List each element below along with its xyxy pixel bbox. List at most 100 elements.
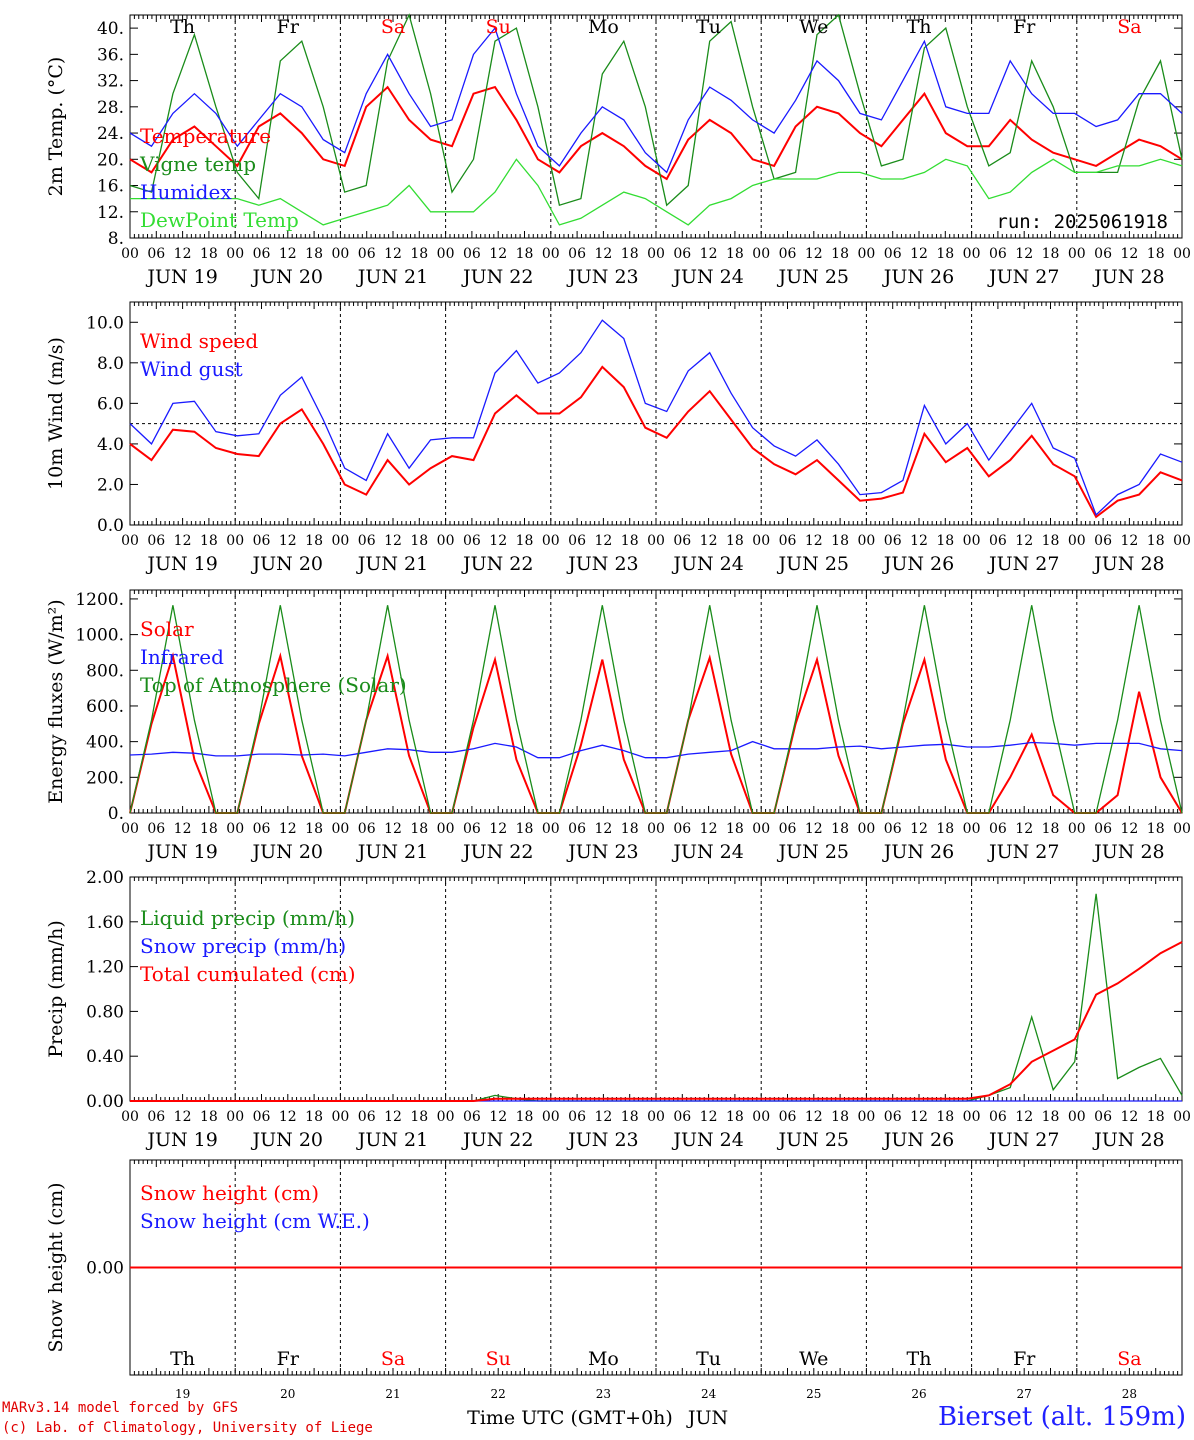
y-tick-label: 20. xyxy=(97,150,124,170)
hour-tick-label: 00 xyxy=(121,533,139,549)
hour-tick-label: 12 xyxy=(1120,1109,1138,1125)
hour-tick-label: 00 xyxy=(857,246,875,262)
weekday-label: Th xyxy=(907,16,932,38)
hour-tick-label: 18 xyxy=(726,533,744,549)
day-number-label: 28 xyxy=(1122,1387,1137,1401)
y-tick-label: 10.0 xyxy=(86,313,124,333)
date-label: JUN 22 xyxy=(461,553,533,575)
hour-tick-label: 00 xyxy=(963,821,981,837)
credit-line-1: MARv3.14 model forced by GFS xyxy=(2,1400,239,1416)
hour-tick-label: 12 xyxy=(1120,821,1138,837)
hour-tick-label: 18 xyxy=(200,821,218,837)
hour-tick-label: 00 xyxy=(857,1109,875,1125)
y-tick-label: 600. xyxy=(86,697,124,717)
hour-tick-label: 18 xyxy=(200,533,218,549)
hour-tick-label: 06 xyxy=(253,821,271,837)
date-label: JUN 25 xyxy=(777,1129,849,1151)
date-label: JUN 26 xyxy=(882,841,954,863)
hour-tick-label: 06 xyxy=(147,533,165,549)
hour-tick-label: 18 xyxy=(621,821,639,837)
hour-tick-label: 12 xyxy=(174,821,192,837)
hour-tick-label: 12 xyxy=(594,1109,612,1125)
legend-entry: Temperature xyxy=(140,124,271,148)
hour-tick-label: 18 xyxy=(831,1109,849,1125)
date-label: JUN 20 xyxy=(251,266,323,288)
hour-tick-label: 12 xyxy=(594,821,612,837)
series-line-top-of-atmosphere-solar- xyxy=(129,605,1183,814)
hour-tick-label: 00 xyxy=(542,246,560,262)
weekday-label: Tu xyxy=(696,16,721,38)
hour-tick-label: 00 xyxy=(226,821,244,837)
weekday-label: Fr xyxy=(277,1348,300,1370)
date-label: JUN 27 xyxy=(987,266,1059,288)
hour-tick-label: 18 xyxy=(1147,246,1165,262)
legend-entry: Liquid precip (mm/h) xyxy=(140,906,355,930)
hour-tick-label: 06 xyxy=(1094,246,1112,262)
date-label: JUN 28 xyxy=(1092,553,1164,575)
legend-entry: Solar xyxy=(140,617,194,641)
legend-entry: Top of Atmosphere (Solar) xyxy=(140,673,407,697)
hour-tick-label: 12 xyxy=(489,533,507,549)
hour-tick-label: 00 xyxy=(121,821,139,837)
panel-temp xyxy=(129,13,1183,239)
date-label: JUN 24 xyxy=(671,1129,743,1151)
hour-tick-label: 18 xyxy=(410,246,428,262)
hour-tick-label: 12 xyxy=(174,533,192,549)
hour-tick-label: 12 xyxy=(384,1109,402,1125)
hour-tick-label: 00 xyxy=(542,1109,560,1125)
hour-tick-label: 06 xyxy=(568,246,586,262)
y-tick-label: 8. xyxy=(108,229,124,249)
date-label: JUN 23 xyxy=(566,553,638,575)
hour-tick-label: 06 xyxy=(253,533,271,549)
y-tick-label: 2.00 xyxy=(86,868,124,888)
hour-tick-label: 12 xyxy=(1120,246,1138,262)
y-tick-label: 32. xyxy=(97,72,124,92)
hour-tick-label: 18 xyxy=(305,821,323,837)
hour-tick-label: 00 xyxy=(1173,533,1191,549)
hour-tick-label: 00 xyxy=(1068,1109,1086,1125)
date-label: JUN 19 xyxy=(145,841,217,863)
hour-tick-label: 18 xyxy=(305,246,323,262)
hour-tick-label: 12 xyxy=(384,533,402,549)
hour-tick-label: 06 xyxy=(1094,821,1112,837)
series-line-vigne-temp xyxy=(129,13,1183,207)
date-label: JUN 22 xyxy=(461,1129,533,1151)
hour-tick-label: 18 xyxy=(726,246,744,262)
hour-tick-label: 12 xyxy=(279,1109,297,1125)
hour-tick-label: 00 xyxy=(752,533,770,549)
y-tick-label: 0.00 xyxy=(86,1092,124,1112)
hour-tick-label: 12 xyxy=(1015,821,1033,837)
hour-tick-label: 12 xyxy=(1015,1109,1033,1125)
hour-tick-label: 00 xyxy=(963,533,981,549)
hour-tick-label: 18 xyxy=(516,246,534,262)
hour-tick-label: 00 xyxy=(647,1109,665,1125)
date-label: JUN 28 xyxy=(1092,266,1164,288)
date-label: JUN 21 xyxy=(356,841,428,863)
weekday-label: Mo xyxy=(588,1348,619,1370)
hour-tick-label: 12 xyxy=(805,1109,823,1125)
day-number-label: 22 xyxy=(491,1387,506,1401)
hour-tick-label: 06 xyxy=(989,1109,1007,1125)
y-tick-label: 0.80 xyxy=(86,1002,124,1022)
hour-tick-label: 12 xyxy=(1015,533,1033,549)
date-label: JUN 23 xyxy=(566,1129,638,1151)
date-label: JUN 27 xyxy=(987,841,1059,863)
hour-tick-label: 06 xyxy=(673,246,691,262)
hour-tick-label: 18 xyxy=(936,821,954,837)
hour-tick-label: 00 xyxy=(331,1109,349,1125)
date-label: JUN 20 xyxy=(251,1129,323,1151)
hour-tick-label: 06 xyxy=(779,533,797,549)
panel-energy xyxy=(129,589,1183,814)
hour-tick-label: 06 xyxy=(989,246,1007,262)
weekday-label: Mo xyxy=(588,16,619,38)
date-label: JUN 19 xyxy=(145,266,217,288)
series-line-infrared xyxy=(129,740,1183,759)
y-axis-label: Precip (mm/h) xyxy=(45,920,67,1058)
y-tick-label: 400. xyxy=(86,733,124,753)
hour-tick-label: 18 xyxy=(936,533,954,549)
date-label: JUN 27 xyxy=(987,553,1059,575)
hour-tick-label: 12 xyxy=(700,246,718,262)
y-tick-label: 1.60 xyxy=(86,913,124,933)
hour-tick-label: 00 xyxy=(1173,246,1191,262)
